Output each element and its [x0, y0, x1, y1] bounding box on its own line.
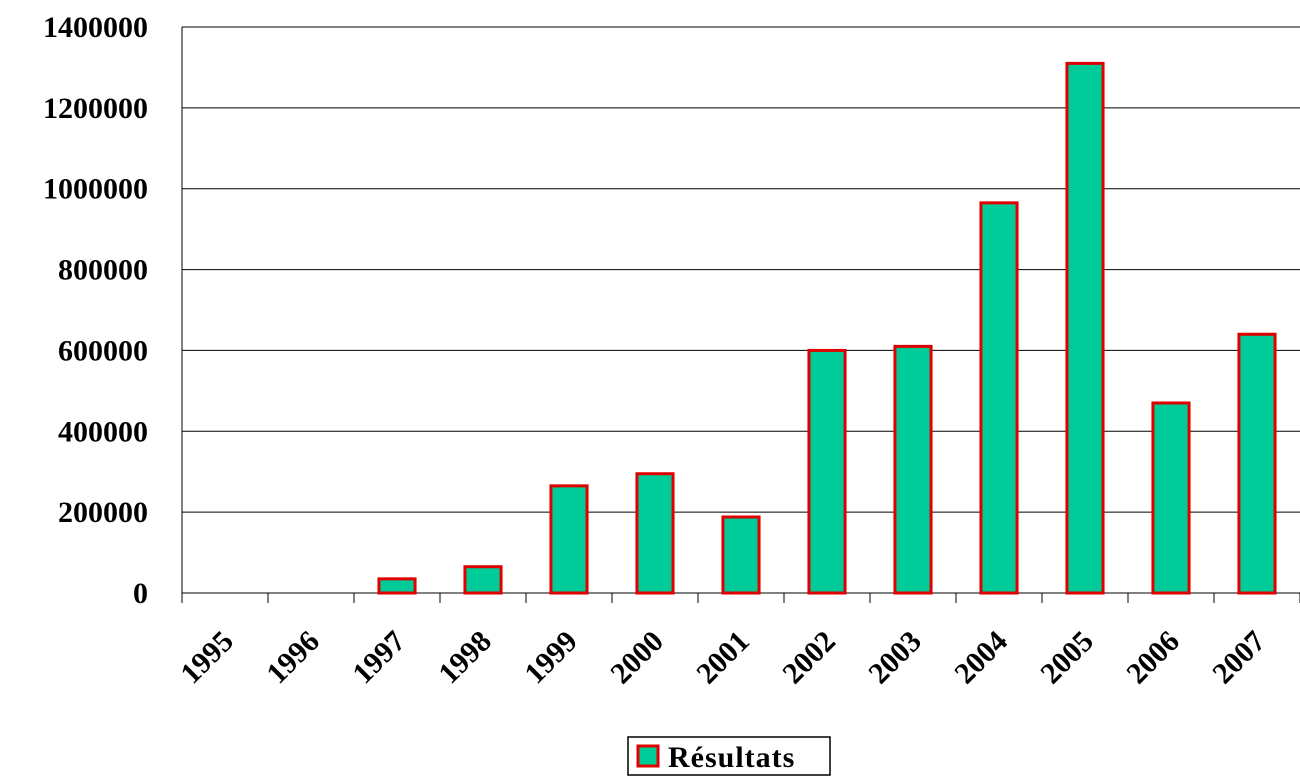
y-tick-label: 200000: [58, 496, 148, 529]
x-tick-label: 1998: [432, 625, 498, 691]
y-tick-label: 600000: [58, 334, 148, 367]
x-tick-label: 2002: [776, 625, 842, 691]
y-tick-label: 400000: [58, 415, 148, 448]
bar: [721, 515, 761, 595]
x-tick-label: 2006: [1120, 625, 1186, 691]
legend-box: [627, 736, 831, 776]
bar: [1151, 401, 1191, 595]
x-tick-label: 2005: [1034, 625, 1100, 691]
y-tick-label: 1400000: [43, 11, 148, 44]
legend-label: Résultats: [668, 741, 795, 774]
y-tick-label: 1000000: [43, 173, 148, 206]
x-tick-label: 2007: [1206, 625, 1272, 691]
x-tick-label: 1999: [518, 625, 584, 691]
y-tick-label: 0: [133, 577, 148, 610]
x-tick-label: 2004: [948, 625, 1014, 691]
y-tick-label: 1200000: [43, 92, 148, 125]
bar: [979, 201, 1019, 595]
bar: [377, 577, 417, 595]
bar: [807, 348, 847, 595]
x-tick-label: 1997: [346, 625, 412, 691]
x-tick-label: 2003: [862, 625, 928, 691]
x-tick-label: 2000: [604, 625, 670, 691]
x-tick-label: 2001: [690, 625, 756, 691]
y-tick-label: 800000: [58, 254, 148, 287]
bar: [549, 484, 589, 595]
bar: [635, 472, 675, 595]
bar: [1237, 332, 1277, 595]
bar: [463, 565, 503, 595]
bar: [893, 344, 933, 595]
bar: [1065, 61, 1105, 595]
x-tick-label: 1996: [260, 625, 326, 691]
legend-swatch: [636, 744, 660, 768]
x-tick-label: 1995: [174, 625, 240, 691]
